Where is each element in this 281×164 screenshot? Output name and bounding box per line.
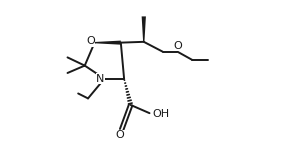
Text: O: O [173,41,182,51]
Text: O: O [86,36,95,46]
Polygon shape [95,41,121,45]
Polygon shape [142,16,146,42]
Text: O: O [115,130,124,140]
Text: N: N [96,74,105,84]
Text: OH: OH [152,109,169,119]
